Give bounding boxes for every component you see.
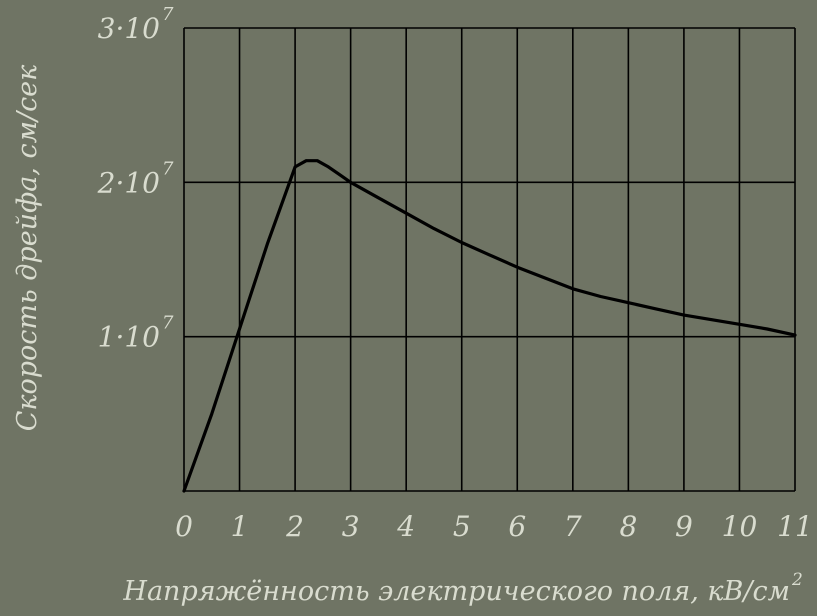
x-tick-label: 7: [564, 510, 582, 543]
x-tick-label: 4: [396, 510, 415, 543]
data-point: [599, 295, 602, 298]
data-point: [316, 159, 319, 163]
data-point: [377, 196, 380, 200]
data-point: [293, 165, 297, 169]
data-point: [210, 412, 214, 416]
y-tick-label: 3·10: [98, 12, 160, 45]
data-point: [793, 333, 797, 337]
x-tick-label: 0: [175, 510, 193, 543]
x-tick-label: 3: [342, 510, 360, 543]
data-point: [404, 211, 408, 215]
data-point: [266, 242, 269, 246]
x-tick-label: 6: [508, 510, 526, 543]
data-point: [738, 323, 741, 326]
data-point: [238, 327, 241, 331]
y-tick-exponent: 7: [162, 313, 174, 334]
grid: [183, 27, 796, 492]
data-point: [710, 318, 713, 321]
x-tick-label: 11: [777, 510, 813, 543]
data-point: [327, 165, 330, 169]
data-point: [182, 489, 186, 493]
series-line: [182, 159, 797, 493]
data-point: [682, 313, 686, 317]
data-point: [432, 227, 436, 230]
data-point: [571, 287, 575, 291]
series: [182, 159, 797, 493]
x-axis-label: Напряжённость электрического поля, кВ/см: [122, 576, 790, 607]
data-point: [543, 276, 547, 280]
data-point: [488, 253, 491, 257]
data-point: [515, 265, 519, 269]
data-point: [460, 241, 464, 244]
data-point: [627, 301, 630, 305]
y-tick-labels: 1·10 72·10 73·10 7: [97, 4, 174, 354]
x-tick-labels: 0 1 2 3 4 5 6 7 8 9 10 11: [175, 510, 813, 543]
y-tick-label: 2·10: [97, 166, 160, 199]
y-tick-exponent: 7: [162, 158, 174, 179]
y-tick-label: 1·10: [98, 321, 160, 354]
y-tick-exponent: 7: [162, 4, 174, 25]
data-point: [765, 327, 769, 331]
x-axis-label-superscript: 2: [791, 570, 803, 590]
data-point: [654, 307, 658, 311]
y-axis-label: Скорость дрейфа, см/сек: [12, 64, 43, 431]
x-tick-label: 8: [619, 510, 637, 543]
data-point: [349, 181, 352, 184]
data-point: [338, 173, 341, 176]
x-tick-label: 9: [675, 510, 693, 543]
x-tick-label: 10: [722, 510, 758, 543]
x-tick-label: 1: [231, 510, 249, 543]
x-tick-label: 2: [285, 510, 304, 543]
x-tick-label: 5: [453, 510, 471, 543]
data-point: [304, 159, 308, 163]
